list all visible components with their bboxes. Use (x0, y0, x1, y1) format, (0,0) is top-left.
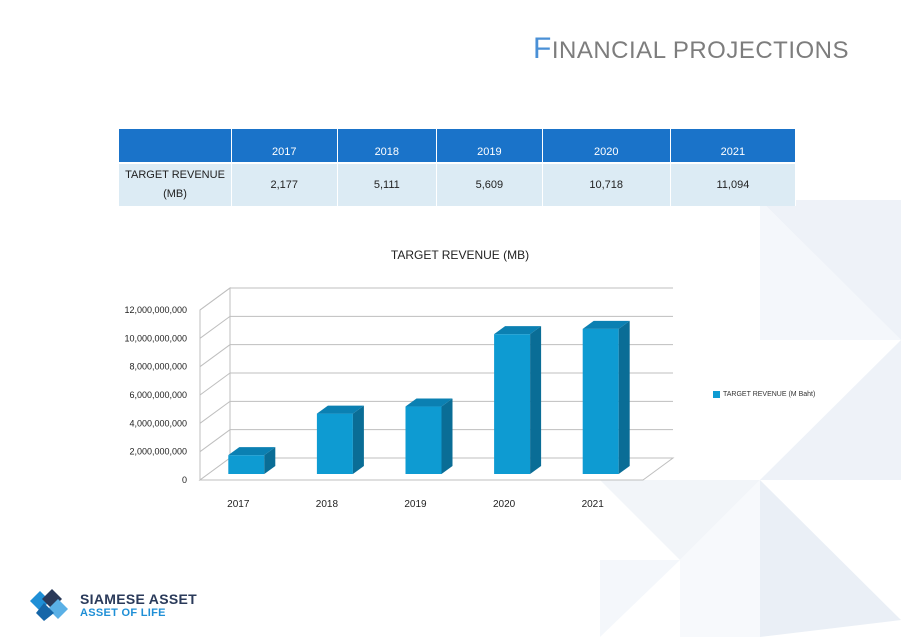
x-tick-label: 2021 (582, 499, 605, 510)
bar-top (228, 447, 276, 456)
x-tick-label: 2017 (227, 499, 250, 510)
y-tick-label: 6,000,000,000 (129, 390, 187, 400)
chart-title: TARGET REVENUE (MB) (390, 248, 530, 262)
bar-side (264, 447, 276, 474)
bar-side (530, 326, 542, 474)
brand-name: SIAMESE ASSET (80, 590, 197, 607)
table-header-cell: 2020 (542, 129, 671, 163)
x-tick-label: 2018 (316, 499, 339, 510)
legend-swatch (713, 391, 720, 398)
bar-front (228, 455, 265, 474)
row-label: TARGET REVENUE (MB) (119, 162, 232, 206)
bar-top (582, 320, 630, 329)
row-label-line1: TARGET REVENUE (125, 169, 225, 181)
bar-front (405, 406, 442, 474)
y-tick-label: 12,000,000,000 (124, 305, 187, 315)
y-tick-label: 0 (182, 475, 187, 485)
y-tick-label: 10,000,000,000 (124, 333, 187, 343)
table-row: TARGET REVENUE (MB) 2,177 5,111 5,609 10… (119, 162, 797, 206)
brand-logo: SIAMESE ASSET ASSET OF LIFE (28, 587, 197, 623)
bar-side (441, 398, 453, 474)
table-header-cell: 2017 (231, 129, 338, 163)
legend-label: TARGET REVENUE (M Baht) (723, 391, 816, 398)
table-header-cell: 2021 (670, 129, 797, 163)
bar-front (316, 413, 353, 474)
x-tick-label: 2020 (493, 499, 516, 510)
bar-side (618, 320, 630, 474)
bar-side (352, 405, 364, 474)
chart-legend: TARGET REVENUE (M Baht) (713, 391, 815, 398)
bar-top (494, 326, 542, 335)
title-rest: inancial projections (551, 37, 849, 64)
projections-table: 2017 2018 2019 2020 2021 TARGET REVENUE … (119, 129, 797, 206)
bar-top (316, 405, 364, 414)
row-label-line2: (MB) (163, 188, 187, 200)
bar-top (405, 398, 453, 407)
title-initial: F (533, 32, 552, 65)
brand-tagline: ASSET OF LIFE (80, 606, 166, 619)
gridline (199, 287, 673, 311)
y-tick-label: 8,000,000,000 (129, 362, 187, 372)
gridline (199, 315, 673, 339)
table-header-cell: 2019 (436, 129, 543, 163)
table-cell: 2,177 (231, 162, 338, 206)
table-header-row: 2017 2018 2019 2020 2021 (119, 129, 797, 163)
y-tick-label: 2,000,000,000 (129, 447, 187, 457)
page-title: Financial projections (533, 32, 849, 66)
table-cell: 10,718 (542, 162, 671, 206)
table-cell: 5,111 (337, 162, 438, 206)
bar-front (582, 328, 619, 474)
table-cell: 5,609 (436, 162, 543, 206)
table-cell: 11,094 (670, 162, 797, 206)
table-header-cell: 2018 (337, 129, 438, 163)
y-tick-label: 4,000,000,000 (129, 418, 187, 428)
table-header-cell (119, 129, 232, 163)
x-tick-label: 2019 (404, 499, 427, 510)
diamond-logo-icon (30, 589, 68, 621)
bar-front (494, 334, 531, 474)
